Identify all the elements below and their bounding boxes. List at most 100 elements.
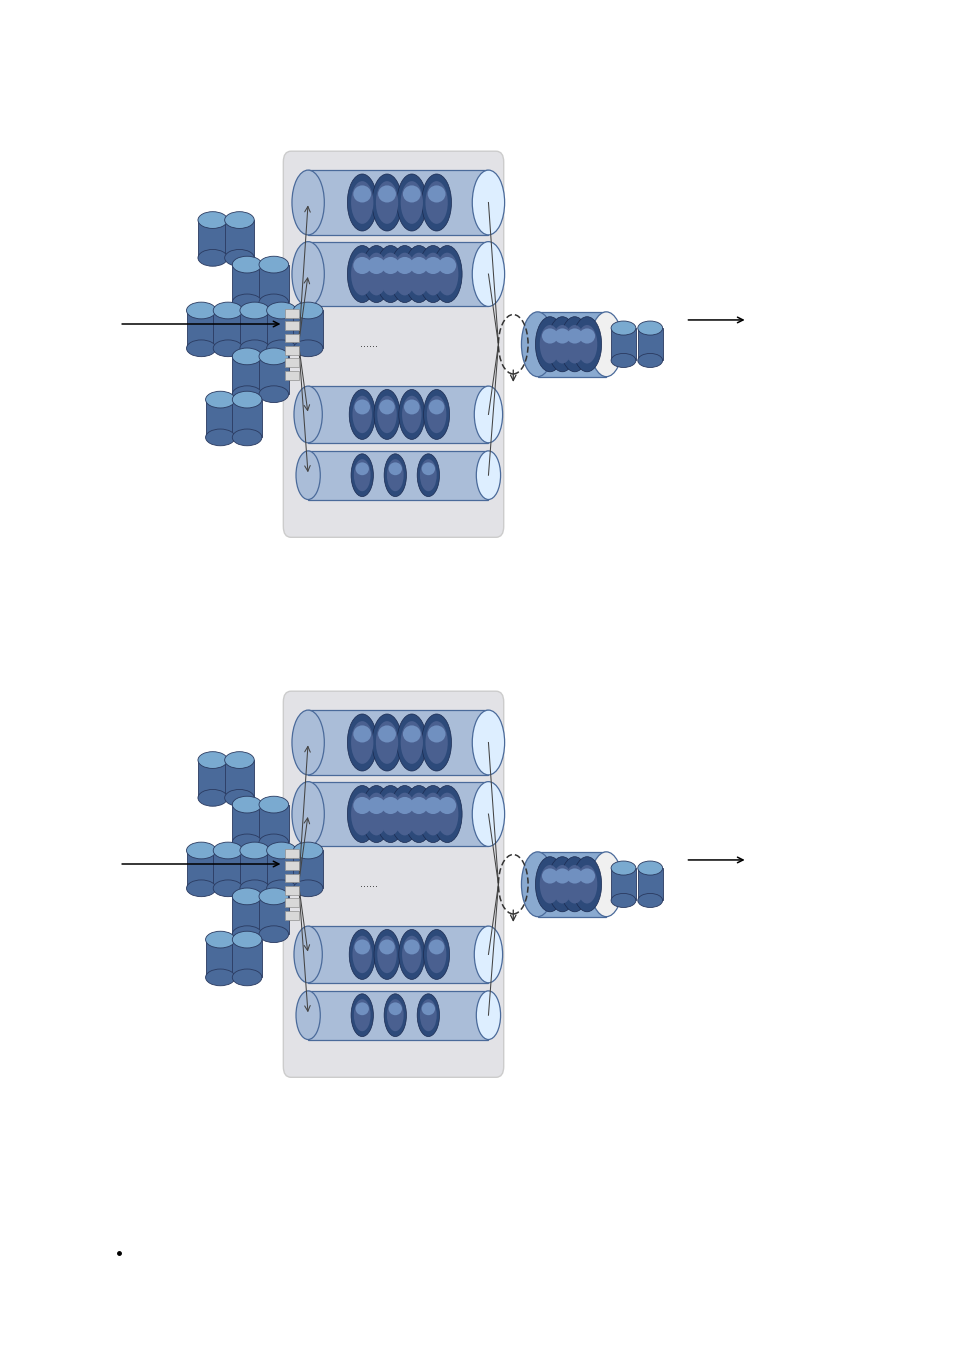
Ellipse shape: [398, 390, 424, 439]
Ellipse shape: [577, 865, 597, 903]
Ellipse shape: [224, 790, 253, 806]
Ellipse shape: [423, 390, 449, 439]
Ellipse shape: [400, 181, 422, 224]
Bar: [233, 896, 261, 934]
Ellipse shape: [472, 710, 504, 775]
Bar: [308, 782, 488, 846]
Bar: [206, 940, 234, 977]
Ellipse shape: [437, 256, 456, 274]
Ellipse shape: [372, 714, 401, 771]
Bar: [537, 852, 606, 917]
Ellipse shape: [379, 792, 401, 836]
Ellipse shape: [213, 340, 242, 356]
Text: ......: ......: [359, 339, 377, 350]
Ellipse shape: [258, 256, 288, 273]
Ellipse shape: [378, 400, 395, 414]
Ellipse shape: [352, 936, 372, 973]
Ellipse shape: [394, 792, 416, 836]
Ellipse shape: [240, 880, 270, 896]
Ellipse shape: [266, 340, 295, 356]
Ellipse shape: [432, 786, 461, 842]
Ellipse shape: [423, 930, 449, 979]
Ellipse shape: [554, 868, 570, 883]
Ellipse shape: [400, 721, 422, 764]
Ellipse shape: [417, 246, 448, 302]
Ellipse shape: [539, 325, 559, 363]
Bar: [308, 386, 488, 443]
Ellipse shape: [351, 252, 373, 296]
Ellipse shape: [365, 792, 387, 836]
Bar: [638, 328, 662, 360]
Ellipse shape: [407, 252, 430, 296]
Ellipse shape: [387, 459, 403, 491]
Ellipse shape: [292, 782, 324, 846]
Ellipse shape: [375, 721, 397, 764]
Bar: [266, 310, 295, 348]
Ellipse shape: [355, 462, 369, 475]
Ellipse shape: [395, 796, 414, 814]
Ellipse shape: [292, 170, 324, 235]
Ellipse shape: [294, 302, 322, 319]
Ellipse shape: [355, 400, 370, 414]
Ellipse shape: [402, 725, 420, 743]
Bar: [240, 850, 269, 888]
Ellipse shape: [421, 174, 451, 231]
Ellipse shape: [476, 451, 500, 500]
Bar: [285, 911, 298, 919]
Ellipse shape: [395, 256, 414, 274]
Ellipse shape: [559, 317, 589, 371]
Ellipse shape: [186, 302, 216, 319]
Ellipse shape: [294, 926, 322, 983]
Ellipse shape: [402, 185, 420, 202]
Ellipse shape: [365, 252, 387, 296]
Bar: [258, 265, 288, 302]
Bar: [285, 861, 298, 869]
Ellipse shape: [233, 386, 261, 402]
Bar: [213, 310, 242, 348]
Bar: [285, 359, 298, 367]
Ellipse shape: [233, 348, 261, 364]
Ellipse shape: [427, 185, 445, 202]
Ellipse shape: [375, 246, 405, 302]
Ellipse shape: [638, 321, 662, 335]
Ellipse shape: [387, 999, 403, 1031]
Ellipse shape: [233, 429, 261, 446]
Ellipse shape: [374, 390, 399, 439]
Ellipse shape: [416, 994, 439, 1037]
Ellipse shape: [474, 386, 502, 443]
Ellipse shape: [197, 250, 228, 266]
Ellipse shape: [590, 852, 622, 917]
Ellipse shape: [436, 252, 458, 296]
Ellipse shape: [186, 880, 216, 896]
Ellipse shape: [396, 714, 426, 771]
Ellipse shape: [258, 348, 288, 364]
Ellipse shape: [384, 454, 406, 497]
Ellipse shape: [410, 796, 427, 814]
Ellipse shape: [375, 786, 405, 842]
Ellipse shape: [381, 796, 399, 814]
Bar: [233, 805, 261, 842]
Bar: [285, 333, 298, 343]
Ellipse shape: [425, 181, 447, 224]
Ellipse shape: [401, 396, 421, 433]
Ellipse shape: [233, 796, 261, 813]
Bar: [638, 868, 662, 900]
Ellipse shape: [233, 294, 261, 310]
Ellipse shape: [426, 936, 446, 973]
Ellipse shape: [294, 340, 322, 356]
Bar: [186, 310, 215, 348]
Ellipse shape: [541, 328, 558, 343]
Bar: [233, 265, 261, 302]
Ellipse shape: [424, 256, 441, 274]
Bar: [198, 220, 227, 258]
Ellipse shape: [361, 786, 391, 842]
Ellipse shape: [417, 786, 448, 842]
Ellipse shape: [638, 894, 662, 907]
Ellipse shape: [427, 725, 445, 743]
Ellipse shape: [559, 857, 589, 911]
Ellipse shape: [224, 752, 253, 768]
Bar: [285, 321, 298, 329]
Ellipse shape: [426, 396, 446, 433]
Ellipse shape: [401, 936, 421, 973]
Ellipse shape: [577, 325, 597, 363]
